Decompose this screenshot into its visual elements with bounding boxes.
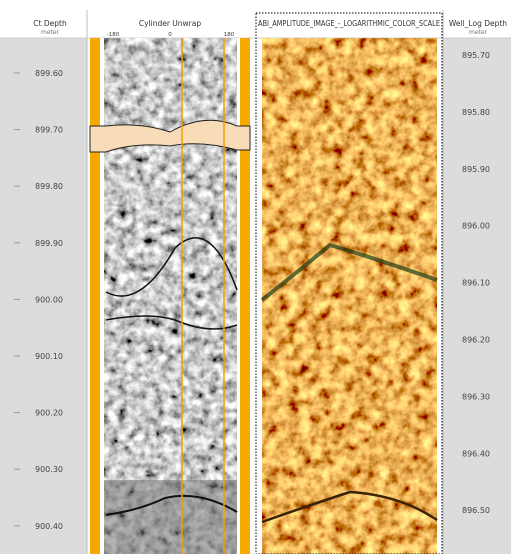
depth-label: 896.00 xyxy=(462,222,490,231)
azimuth-label: 0 xyxy=(168,32,172,38)
depth-label: 899.60 xyxy=(35,69,63,78)
depth-label: 896.40 xyxy=(462,449,490,458)
depth-label: 900.00 xyxy=(35,295,63,304)
depth-label: 899.80 xyxy=(35,182,63,191)
page: {"tracks": [ {"title": "Ct Depth", "unit… xyxy=(0,0,511,554)
track-title: Well_Log Depth xyxy=(449,19,507,28)
azimuth-label: -180 xyxy=(107,32,120,38)
amp-image xyxy=(262,38,437,554)
track-title: Cylinder Unwrap xyxy=(139,19,201,28)
frame-gap xyxy=(237,38,240,554)
depth-label: 896.20 xyxy=(462,336,490,345)
depth-label: 896.50 xyxy=(462,506,490,515)
frame-gap xyxy=(100,38,104,554)
azimuth-label: 180 xyxy=(224,32,235,38)
depth-label: 900.40 xyxy=(35,522,63,531)
depth-label: 895.90 xyxy=(462,165,490,174)
depth-label: 896.10 xyxy=(462,279,490,288)
track-title: Ct Depth xyxy=(33,19,67,28)
depth-label: 895.80 xyxy=(462,108,490,117)
depth-label: 900.30 xyxy=(35,465,63,474)
unwrap-dark-zone xyxy=(104,480,237,554)
depth-label: 896.30 xyxy=(462,392,490,401)
depth-label: 895.70 xyxy=(462,51,490,60)
track-title[interactable]: ABI_AMPLITUDE_IMAGE_-_LOGARITHMIC_COLOR_… xyxy=(258,19,440,28)
depth-label: 900.10 xyxy=(35,352,63,361)
depth-label: 899.90 xyxy=(35,239,63,248)
depth-label: 900.20 xyxy=(35,409,63,418)
depth-label: 899.70 xyxy=(35,126,63,135)
body: Ct Depth meter Cylinder Unwrap ABI_AMPLI… xyxy=(0,0,511,554)
track-unit: meter xyxy=(469,29,488,36)
track-unit: meter xyxy=(41,29,60,36)
log-viewer: Ct Depth meter Cylinder Unwrap ABI_AMPLI… xyxy=(0,0,511,554)
